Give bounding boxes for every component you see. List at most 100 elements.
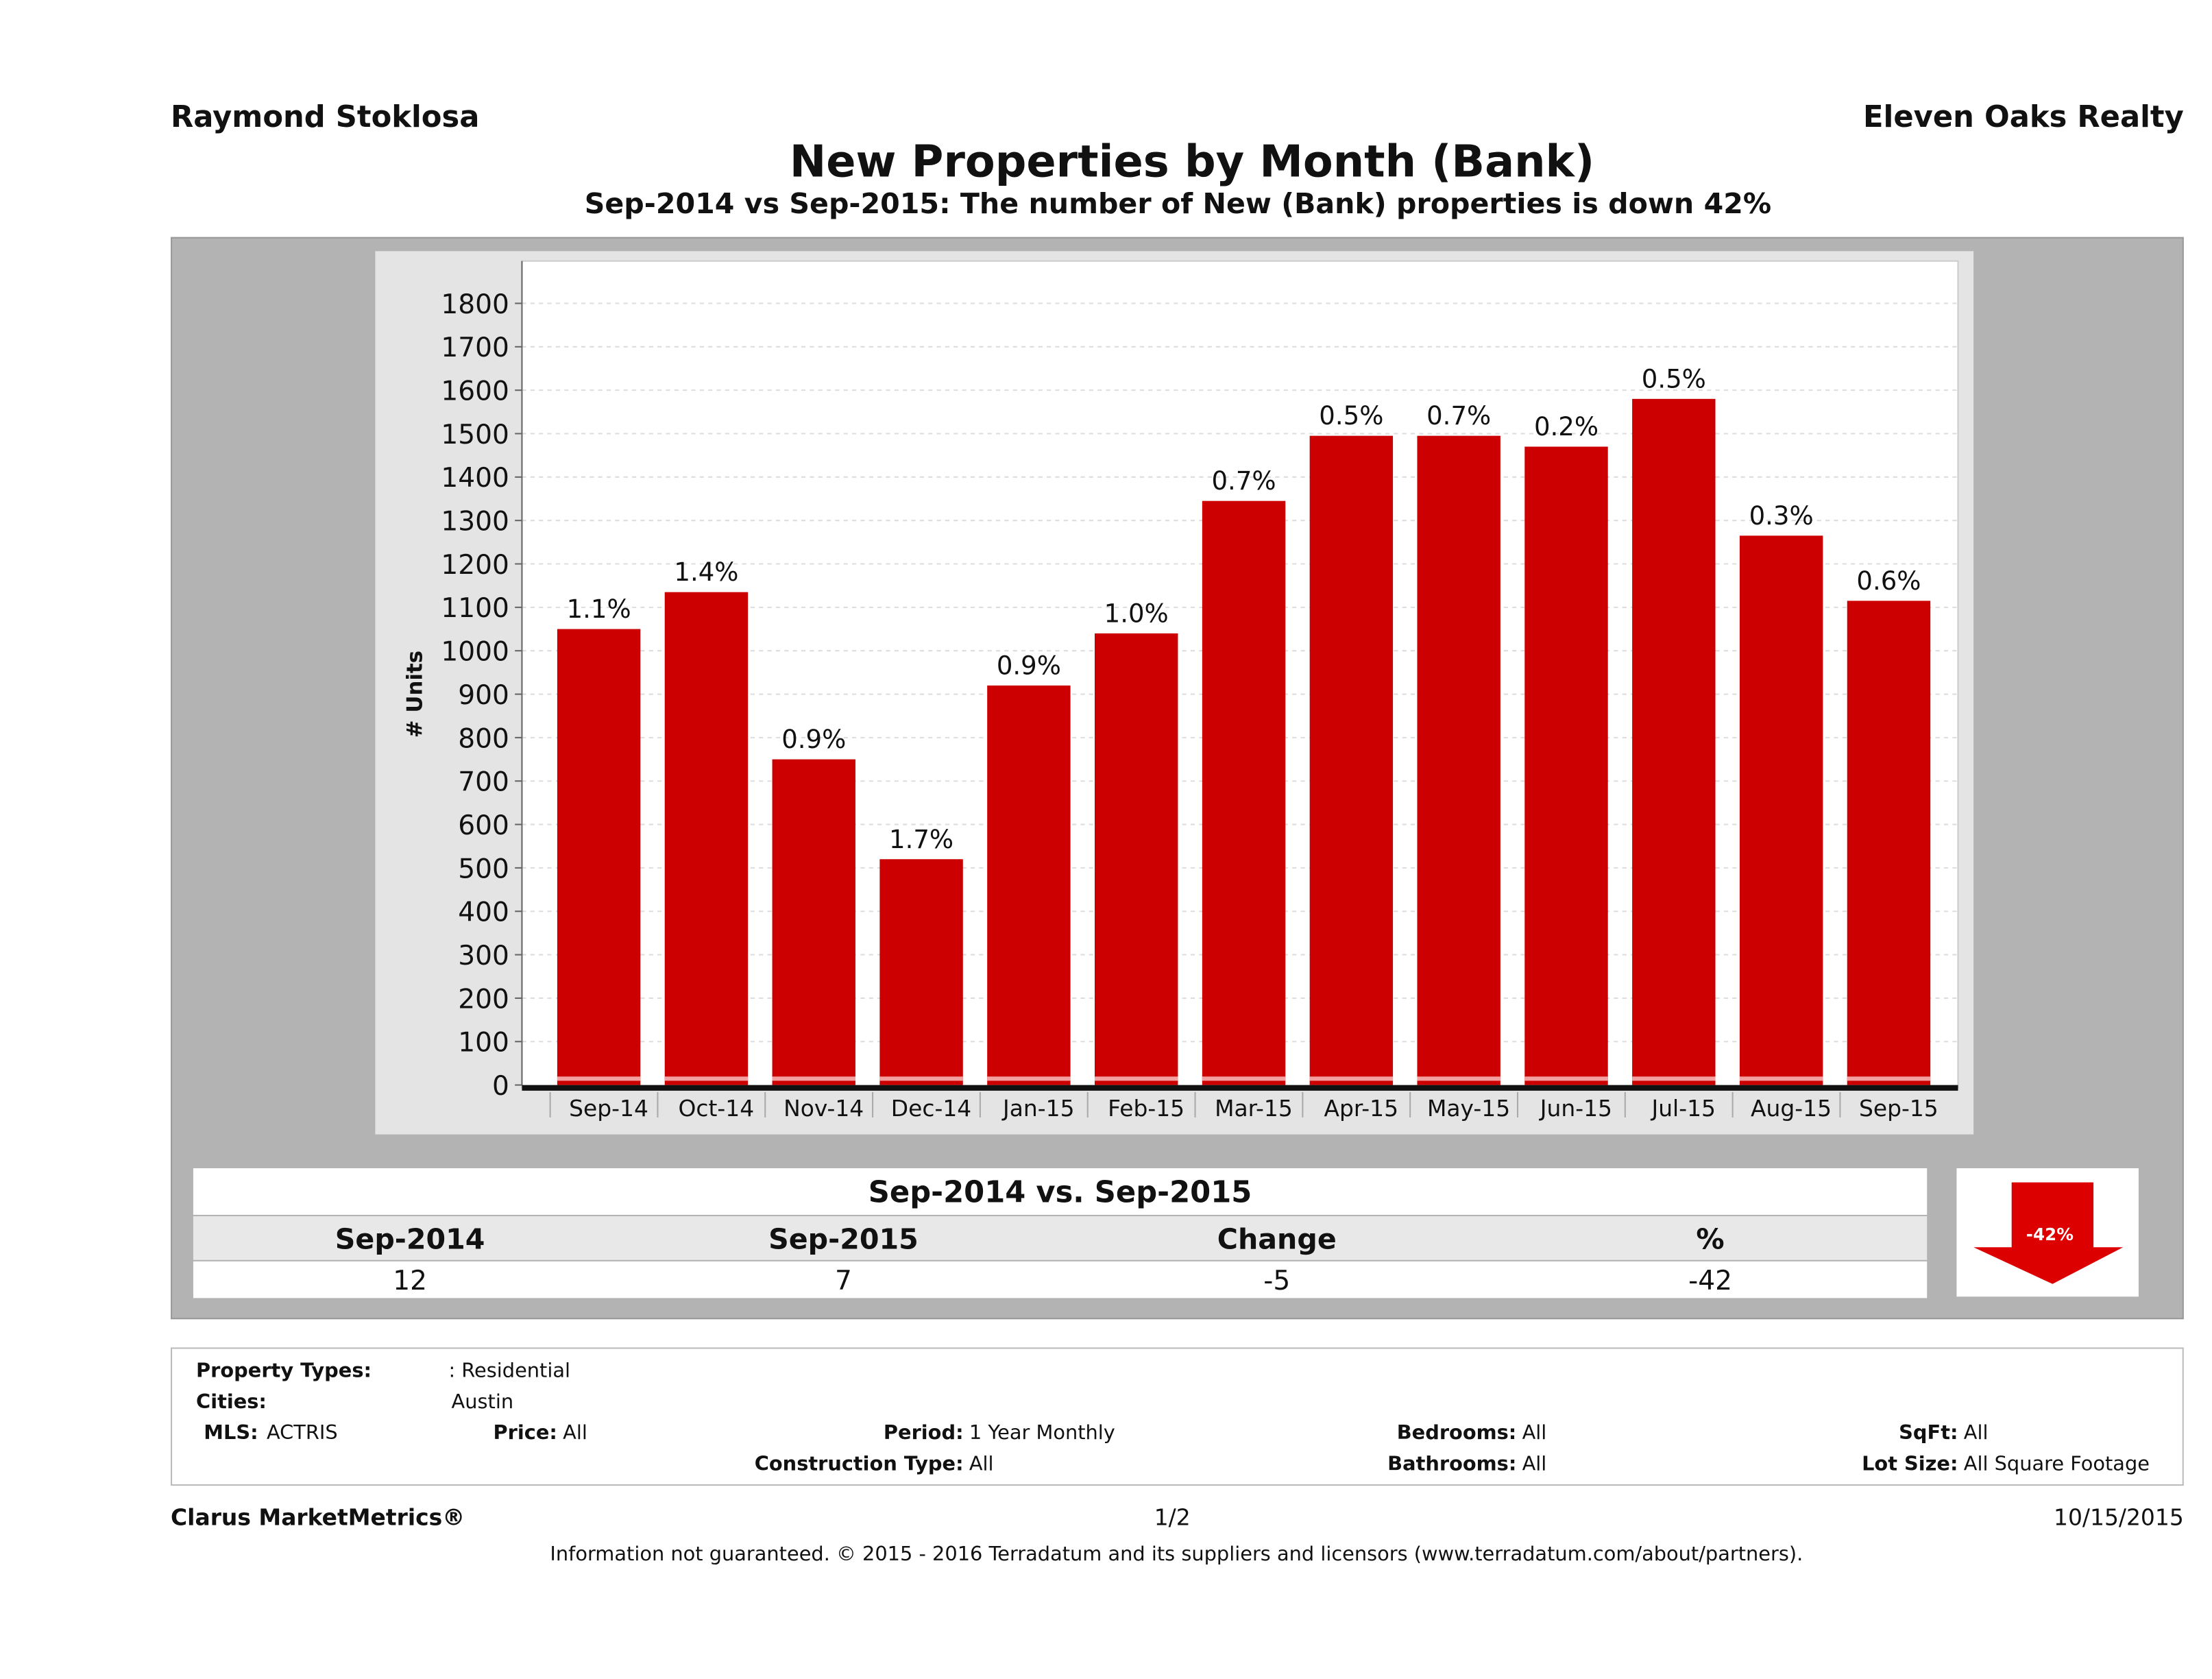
chart-area: 0 100 200 300 400 500 600 700 800 900 1000 1100 1200… bbox=[375, 251, 1974, 1135]
bar-base-segment bbox=[1095, 1076, 1178, 1081]
y-tick-label: 1800 bbox=[441, 289, 509, 320]
data-label: 1.0% bbox=[1104, 599, 1169, 628]
bar bbox=[1417, 435, 1500, 1085]
bar bbox=[1309, 435, 1394, 1085]
filters-box: Property Types: : Residential Cities: Au… bbox=[171, 1347, 2184, 1486]
x-tick-label: May-15 bbox=[1427, 1095, 1510, 1122]
bar-base-segment bbox=[1202, 1076, 1286, 1081]
down-arrow-icon: -42% bbox=[1973, 1182, 2124, 1284]
x-tick-label: Jun-15 bbox=[1539, 1095, 1612, 1122]
data-label: 1.4% bbox=[674, 557, 738, 587]
filter-label: MLS: bbox=[204, 1422, 258, 1445]
filter-label: Bedrooms: bbox=[1396, 1422, 1517, 1445]
x-tick-label: Oct-14 bbox=[679, 1095, 755, 1122]
filter-label: Period: bbox=[883, 1422, 964, 1445]
summary-heading: Sep-2014 vs. Sep-2015 bbox=[193, 1168, 1928, 1215]
y-tick-label: 0 bbox=[492, 1071, 509, 1102]
summary-value: 7 bbox=[834, 1266, 852, 1297]
y-tick-label: 200 bbox=[458, 984, 509, 1015]
y-tick-label: 100 bbox=[458, 1028, 509, 1059]
filter-value: All bbox=[969, 1453, 994, 1476]
bar-base-segment bbox=[772, 1076, 855, 1081]
y-tick-label: 1500 bbox=[441, 420, 509, 450]
brand-name: Clarus MarketMetrics® bbox=[171, 1503, 465, 1531]
filter-value: ACTRIS bbox=[266, 1422, 338, 1445]
bar bbox=[1095, 633, 1178, 1085]
filter-label: Price: bbox=[493, 1422, 557, 1445]
y-tick-label: 700 bbox=[458, 767, 509, 798]
filter-value: All bbox=[563, 1422, 587, 1445]
bar-base-segment bbox=[1739, 1076, 1823, 1081]
summary-label: Change bbox=[1217, 1222, 1337, 1256]
filter-value: All bbox=[1522, 1422, 1547, 1445]
summary-labels: Sep-2014 Sep-2015 Change % bbox=[193, 1216, 1928, 1260]
summary-values: 12 7 -5 -42 bbox=[193, 1261, 1928, 1298]
filter-value: All bbox=[1522, 1453, 1547, 1476]
bar bbox=[879, 859, 963, 1085]
data-label: 1.1% bbox=[567, 594, 631, 624]
bar bbox=[1739, 535, 1823, 1085]
bar bbox=[1202, 500, 1286, 1085]
y-tick-label: 1000 bbox=[441, 637, 509, 668]
data-label: 0.9% bbox=[997, 651, 1061, 680]
x-tick-label: Feb-15 bbox=[1108, 1095, 1184, 1122]
y-tick-label: 900 bbox=[458, 680, 509, 711]
x-tick-label: Sep-15 bbox=[1859, 1095, 1938, 1122]
y-tick-label: 1100 bbox=[441, 593, 509, 624]
y-tick-label: 1700 bbox=[441, 333, 509, 363]
disclaimer: Information not guaranteed. © 2015 - 201… bbox=[550, 1543, 1803, 1567]
summary-value: -42 bbox=[1688, 1266, 1732, 1297]
bar-base-segment bbox=[1417, 1076, 1500, 1081]
summary-value: 12 bbox=[393, 1266, 427, 1297]
y-tick-label: 1200 bbox=[441, 550, 509, 581]
data-label: 0.7% bbox=[1426, 401, 1491, 431]
y-tick-label: 1600 bbox=[441, 376, 509, 407]
y-tick-label: 400 bbox=[458, 897, 509, 928]
page-subtitle: Sep-2014 vs Sep-2015: The number of New … bbox=[584, 186, 1772, 221]
filter-value: : Residential bbox=[448, 1360, 571, 1383]
y-tick-label: 500 bbox=[458, 854, 509, 884]
y-tick-label: 600 bbox=[458, 810, 509, 841]
data-label: 1.7% bbox=[889, 825, 953, 854]
data-label: 0.6% bbox=[1856, 566, 1921, 596]
bar-base-segment bbox=[557, 1076, 641, 1081]
filter-value: All bbox=[1963, 1422, 1989, 1445]
summary-value: -5 bbox=[1263, 1266, 1291, 1297]
data-label: 0.2% bbox=[1534, 412, 1599, 442]
data-label: 0.3% bbox=[1749, 501, 1814, 531]
filter-value: 1 Year Monthly bbox=[969, 1422, 1115, 1445]
y-tick-label: 1300 bbox=[441, 507, 509, 537]
bar bbox=[1524, 446, 1608, 1085]
bar bbox=[664, 592, 749, 1085]
bar bbox=[557, 629, 641, 1085]
filter-label: Bathrooms: bbox=[1387, 1453, 1517, 1476]
x-tick-label: Jul-15 bbox=[1650, 1095, 1715, 1122]
filter-label: Property Types: bbox=[196, 1360, 372, 1383]
x-tick-label: Aug-15 bbox=[1751, 1095, 1832, 1122]
page-title: New Properties by Month (Bank) bbox=[789, 136, 1595, 188]
y-axis-label: # Units bbox=[402, 651, 427, 738]
bar-base-segment bbox=[664, 1076, 749, 1081]
summary-label: Sep-2014 bbox=[335, 1222, 485, 1256]
bar bbox=[987, 685, 1071, 1085]
summary-label: % bbox=[1696, 1222, 1725, 1256]
agent-name: Raymond Stoklosa bbox=[171, 100, 480, 134]
data-label: 0.9% bbox=[781, 725, 846, 754]
change-badge-text: -42% bbox=[2026, 1224, 2074, 1244]
bar-base-segment bbox=[987, 1076, 1071, 1081]
x-tick-label: Dec-14 bbox=[891, 1095, 971, 1122]
brokerage-name: Eleven Oaks Realty bbox=[1863, 100, 2184, 134]
filter-label: Cities: bbox=[196, 1391, 267, 1414]
summary-label: Sep-2015 bbox=[768, 1222, 919, 1256]
data-label: 0.5% bbox=[1319, 401, 1383, 431]
x-tick-label: Apr-15 bbox=[1324, 1095, 1398, 1122]
filter-value: All Square Footage bbox=[1963, 1453, 2150, 1476]
filter-value: Austin bbox=[451, 1391, 514, 1414]
bar bbox=[772, 759, 855, 1085]
bar-base-segment bbox=[1309, 1076, 1394, 1081]
change-badge: -42% bbox=[1956, 1168, 2139, 1297]
bar bbox=[1632, 398, 1716, 1085]
x-tick-label: Mar-15 bbox=[1215, 1095, 1293, 1122]
data-label: 0.5% bbox=[1642, 364, 1706, 394]
